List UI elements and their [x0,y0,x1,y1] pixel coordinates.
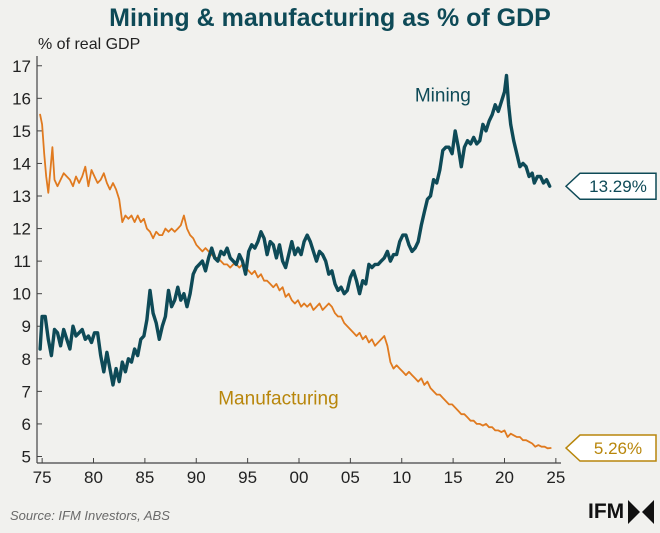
series-labels: Mining 13.29% Manufacturing 5.26% [218,86,657,462]
y-tick-label: 12 [12,220,31,239]
series-line-manufacturing [39,113,552,450]
y-tick-label: 5 [22,447,31,466]
y-tick-label: 10 [12,285,31,304]
y-tick-label: 11 [13,252,31,271]
ifm-logo: IFM [588,500,655,524]
y-tick-label: 9 [22,317,31,336]
x-tick-label: 15 [444,468,463,487]
y-tick-label: 8 [22,350,31,369]
x-tick-label: 20 [495,468,514,487]
x-tick-label: 95 [238,468,257,487]
chart-axes: 5 6 7 8 9 10 11 12 13 14 15 16 17 75 80 85 90 95 00 05 10 15 2… [12,56,565,487]
x-tick-label: 25 [546,468,565,487]
y-axis-label: % of real GDP [38,36,141,53]
x-tick-label: 85 [135,468,154,487]
end-value-callout-manufacturing [564,434,657,462]
y-tick-label: 17 [12,57,31,76]
x-tick-label: 10 [392,468,411,487]
x-tick-label: 90 [187,468,206,487]
series-name-label-mining: Mining [415,86,471,107]
series-line-mining [38,73,552,387]
x-tick-label: 05 [341,468,360,487]
y-tick-label: 15 [12,122,31,141]
y-tick-label: 6 [22,415,31,434]
y-tick-label: 16 [12,89,31,108]
x-tick-label: 80 [84,468,103,487]
end-value-label-manufacturing: 5.26% [594,439,642,458]
y-tick-label: 14 [12,154,31,173]
end-value-label-mining: 13.29% [589,177,647,196]
chart-title: Mining & manufacturing as % of GDP [109,4,551,32]
y-tick-label: 7 [22,382,31,401]
logo-text: IFM [588,500,625,523]
y-tick-label: 13 [12,187,31,206]
source-note: Source: IFM Investors, ABS [10,508,170,523]
x-tick-label: 00 [290,468,309,487]
ifm-bowtie-icon [628,500,655,524]
series-layer [38,73,552,450]
end-value-callout-mining [564,172,657,200]
series-name-label-manufacturing: Manufacturing [218,388,338,409]
x-tick-label: 75 [33,468,52,487]
